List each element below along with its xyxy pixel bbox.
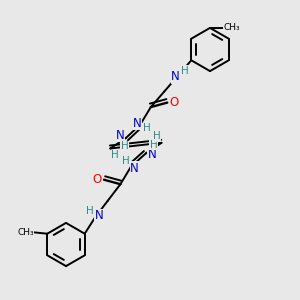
Text: O: O <box>93 173 102 186</box>
Text: N: N <box>133 116 142 130</box>
Text: H: H <box>143 123 151 133</box>
Text: H: H <box>111 150 119 160</box>
Text: H: H <box>149 140 157 150</box>
Text: CH₃: CH₃ <box>224 23 240 32</box>
Text: N: N <box>116 128 125 142</box>
Text: H: H <box>86 206 94 216</box>
Text: CH₃: CH₃ <box>17 228 34 237</box>
Text: N: N <box>148 148 156 161</box>
Text: H: H <box>121 141 128 152</box>
Text: N: N <box>171 70 180 83</box>
Text: N: N <box>130 162 139 175</box>
Text: H: H <box>153 131 161 141</box>
Text: H: H <box>122 156 129 166</box>
Text: O: O <box>169 96 178 109</box>
Text: N: N <box>94 209 103 222</box>
Text: H: H <box>181 65 188 76</box>
